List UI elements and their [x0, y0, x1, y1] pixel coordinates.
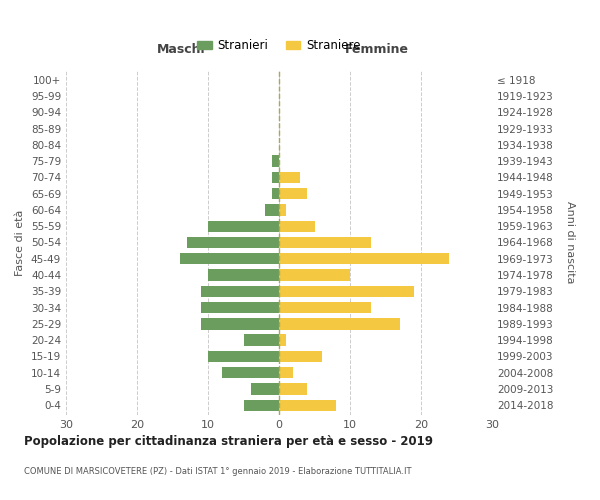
Bar [279, 286, 414, 297]
Bar [187, 237, 279, 248]
Bar [279, 220, 314, 232]
Bar [279, 270, 350, 280]
Bar [272, 172, 279, 183]
Bar [279, 204, 286, 216]
Bar [272, 188, 279, 200]
Bar [279, 172, 301, 183]
Bar [244, 400, 279, 411]
Bar [279, 253, 449, 264]
Bar [279, 400, 336, 411]
Bar [279, 237, 371, 248]
Bar [279, 334, 286, 346]
Bar [201, 286, 279, 297]
Bar [208, 220, 279, 232]
Bar [251, 384, 279, 394]
Bar [244, 334, 279, 346]
Bar [279, 350, 322, 362]
Legend: Stranieri, Straniere: Stranieri, Straniere [193, 34, 365, 57]
Bar [265, 204, 279, 216]
Y-axis label: Anni di nascita: Anni di nascita [565, 201, 575, 284]
Text: Maschi: Maschi [157, 43, 205, 56]
Bar [279, 302, 371, 314]
Bar [208, 270, 279, 280]
Bar [201, 318, 279, 330]
Bar [201, 302, 279, 314]
Bar [222, 367, 279, 378]
Text: Femmine: Femmine [345, 43, 409, 56]
Text: Popolazione per cittadinanza straniera per età e sesso - 2019: Popolazione per cittadinanza straniera p… [24, 435, 433, 448]
Text: COMUNE DI MARSICOVETERE (PZ) - Dati ISTAT 1° gennaio 2019 - Elaborazione TUTTITA: COMUNE DI MARSICOVETERE (PZ) - Dati ISTA… [24, 468, 412, 476]
Bar [272, 156, 279, 167]
Bar [179, 253, 279, 264]
Bar [279, 367, 293, 378]
Bar [279, 318, 400, 330]
Y-axis label: Fasce di età: Fasce di età [16, 210, 25, 276]
Bar [279, 188, 307, 200]
Bar [208, 350, 279, 362]
Bar [279, 384, 307, 394]
